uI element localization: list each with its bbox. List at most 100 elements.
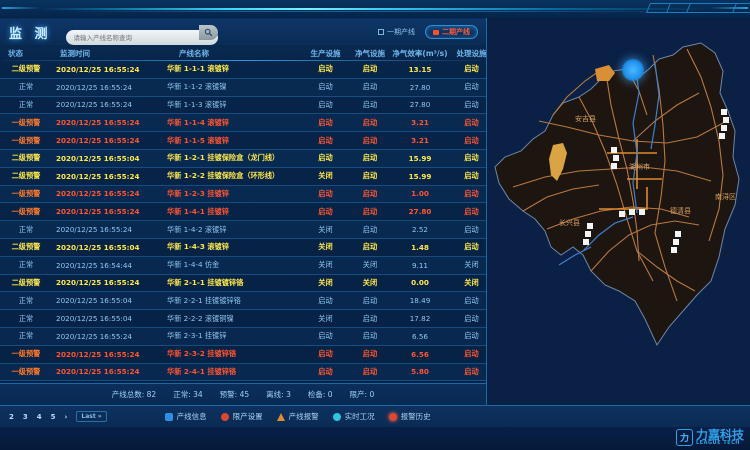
cell-efficiency: 2.52 xyxy=(411,225,428,235)
nav-产线信息[interactable]: 产线信息 xyxy=(164,411,207,422)
cell-gas-facility: 启动 xyxy=(362,64,378,74)
cell-gas-facility: 启动 xyxy=(362,153,378,163)
map-site-markers[interactable] xyxy=(583,109,729,253)
cell-gas-facility: 启动 xyxy=(362,206,378,216)
bottom-nav[interactable]: 产线信息 限产设置 产线报警 实时工况 报警历史 xyxy=(164,411,431,422)
cell-treatment-facility: 启动 xyxy=(464,135,479,145)
top-accent-left xyxy=(2,7,40,9)
page-2[interactable]: 2 xyxy=(9,412,14,421)
cell-efficiency: 27.80 xyxy=(408,207,432,217)
phase-two-label: 二期产线 xyxy=(442,28,470,36)
cell-status: 一级预警 xyxy=(11,117,41,127)
table-row[interactable]: 正常 2020/12/25 16:55:24 华新 1-4-2 滚镀锌 关闭 启动 2.5… xyxy=(0,221,486,239)
cell-efficiency: 13.15 xyxy=(408,64,432,74)
summary-label: 限产: xyxy=(349,390,368,399)
table-row[interactable]: 正常 2020/12/25 16:55:24 华新 1-1-3 滚镀锌 启动 启动 27.… xyxy=(0,97,486,115)
logo-name-en: LEAGUE TECH xyxy=(695,440,740,446)
table-row[interactable]: 一级预警 2020/12/25 16:55:24 华新 1-4-1 挂镀锌 启动 启动 2… xyxy=(0,203,486,222)
col-header-name: 产线名称 xyxy=(179,49,209,58)
phase-one-checkbox[interactable]: 一期产线 xyxy=(378,27,415,37)
cell-efficiency: 5.80 xyxy=(411,367,429,377)
table-body[interactable]: 二级预警 2020/12/25 16:55:24 华新 1-1-1 滚镀锌 启动 启动 1… xyxy=(0,61,486,382)
page-4[interactable]: 4 xyxy=(36,412,42,421)
cell-status: 二级预警 xyxy=(11,242,41,252)
search-button[interactable] xyxy=(198,24,218,40)
cell-line-name: 华新 1-1-3 滚镀锌 xyxy=(167,99,227,109)
cell-time: 2020/12/25 16:55:04 xyxy=(56,314,132,324)
page-title: 监 测 xyxy=(9,26,52,42)
search-input[interactable] xyxy=(65,30,218,45)
table-row[interactable]: 二级预警 2020/12/25 16:55:04 华新 1-2-1 挂镀保险盒（龙门… xyxy=(0,149,486,168)
cell-treatment-facility: 启动 xyxy=(464,99,479,109)
nav-label: 报警历史 xyxy=(400,412,431,421)
next-page-button[interactable]: › xyxy=(64,412,68,421)
cell-production-facility: 启动 xyxy=(318,188,333,198)
table-row[interactable]: 一级预警 2020/12/25 16:55:24 华新 2-4-1 挂镀锌铬 启动 启动… xyxy=(0,363,486,382)
nav-产线报警[interactable]: 产线报警 xyxy=(276,411,319,422)
top-chrome-bar xyxy=(0,0,750,18)
cell-status: 二级预警 xyxy=(11,277,41,287)
cell-time: 2020/12/25 16:55:24 xyxy=(56,367,140,377)
top-accent-right xyxy=(710,7,748,9)
svg-text:安吉县: 安吉县 xyxy=(575,114,596,123)
table-row[interactable]: 正常 2020/12/25 16:55:24 华新 2-3-1 挂镀锌 启动 启动 6.5… xyxy=(0,327,486,346)
cell-treatment-facility: 启动 xyxy=(464,349,479,359)
table-row[interactable]: 一级预警 2020/12/25 16:55:24 华新 1-2-3 挂镀锌 启动 启动 1… xyxy=(0,185,486,204)
table-row[interactable]: 正常 2020/12/25 16:55:04 华新 2-2-2 滚镀铜镍 关闭 启动 17… xyxy=(0,310,486,328)
table-row[interactable]: 正常 2020/12/25 16:54:44 华新 1-4-4 仿金 关闭 关闭 9.11… xyxy=(0,256,486,275)
cell-production-facility: 启动 xyxy=(318,331,333,341)
nav-实时工况[interactable]: 实时工况 xyxy=(332,411,375,422)
summary-item: 离线: 3 xyxy=(266,389,291,400)
cell-efficiency: 6.56 xyxy=(411,331,428,341)
cell-status: 一级预警 xyxy=(11,349,41,359)
cell-efficiency: 18.49 xyxy=(409,296,431,306)
cell-efficiency: 27.80 xyxy=(409,82,431,92)
cell-treatment-facility: 启动 xyxy=(464,366,479,376)
phase-two-button[interactable]: 二期产线 xyxy=(425,25,478,39)
cell-time: 2020/12/25 16:55:04 xyxy=(56,242,140,252)
table-row[interactable]: 二级预警 2020/12/25 16:55:24 华新 2-1-1 挂镀镀锌铬 关闭 关… xyxy=(0,275,486,293)
map-rivers xyxy=(558,62,660,266)
table-row[interactable]: 二级预警 2020/12/25 16:55:04 华新 1-4-3 滚镀锌 关闭 启动 1… xyxy=(0,239,486,257)
cell-status: 正常 xyxy=(18,295,34,305)
table-row[interactable]: 一级预警 2020/12/25 16:55:24 华新 2-3-2 挂镀锌铬 启动 启动… xyxy=(0,346,486,364)
cell-production-facility: 启动 xyxy=(318,82,333,92)
map-city-patch xyxy=(595,65,615,81)
cell-line-name: 华新 2-3-1 挂镀锌 xyxy=(167,331,227,341)
cell-time: 2020/12/25 16:55:24 xyxy=(56,349,140,359)
top-sub-line xyxy=(60,11,680,12)
summary-label: 预警: xyxy=(219,390,238,399)
search-group[interactable] xyxy=(65,24,218,45)
region-map[interactable]: 安吉县 湖州市 德清县 长兴县 南浔区 xyxy=(487,19,750,405)
cell-time: 2020/12/25 16:55:24 xyxy=(56,118,140,128)
last-page-button[interactable]: Last » xyxy=(76,411,107,422)
history-dot-icon xyxy=(388,412,397,421)
cell-efficiency: 15.99 xyxy=(408,153,432,163)
table-row[interactable]: 二级预警 2020/12/25 16:55:24 华新 1-1-1 滚镀锌 启动 启动 1… xyxy=(0,61,486,79)
nav-限产设置[interactable]: 限产设置 xyxy=(220,411,263,422)
nav-报警历史[interactable]: 报警历史 xyxy=(388,411,431,422)
summary-label: 检备: xyxy=(307,390,326,399)
table-row[interactable]: 一级预警 2020/12/25 16:55:24 华新 1-1-4 滚镀锌 启动 启动 3… xyxy=(0,114,486,133)
cell-gas-facility: 启动 xyxy=(362,82,378,92)
cell-time: 2020/12/25 16:55:24 xyxy=(56,82,132,92)
page-3[interactable]: 3 xyxy=(22,412,28,421)
cell-treatment-facility: 关闭 xyxy=(464,260,479,270)
cell-production-facility: 启动 xyxy=(318,349,333,359)
bottom-bar: 2 3 4 5 › Last » 产线信息 限产设置 产线报警 实时工况 报警历史 xyxy=(0,405,750,427)
cell-gas-facility: 关闭 xyxy=(362,277,378,287)
summary-label: 正常: xyxy=(173,390,191,399)
table-row[interactable]: 一级预警 2020/12/25 16:55:24 华新 1-1-5 滚镀锌 启动 启动 3… xyxy=(0,132,486,150)
cell-line-name: 华新 1-1-5 滚镀锌 xyxy=(167,135,229,145)
cell-time: 2020/12/25 16:55:04 xyxy=(56,296,132,306)
table-row[interactable]: 正常 2020/12/25 16:55:24 华新 1-1-2 滚镀镍 启动 启动 27.… xyxy=(0,78,486,97)
pagination[interactable]: 2 3 4 5 › Last » xyxy=(9,411,107,422)
cell-status: 一级预警 xyxy=(11,206,41,216)
table-row[interactable]: 二级预警 2020/12/25 16:55:24 华新 1-2-2 挂镀保险盒（环形… xyxy=(0,168,486,186)
table-row[interactable]: 正常 2020/12/25 16:55:04 华新 2-2-1 挂镀镀锌铬 启动 启动 1… xyxy=(0,292,486,311)
map-highlight-blip[interactable] xyxy=(622,59,644,81)
page-5[interactable]: 5 xyxy=(50,412,56,421)
table-header: 状态 监测时间 产线名称 生产设施 净气设施 净气效率(m³/s) 处理设施 xyxy=(0,46,487,61)
cell-time: 2020/12/25 16:55:04 xyxy=(56,153,140,163)
cell-production-facility: 关闭 xyxy=(318,277,333,287)
